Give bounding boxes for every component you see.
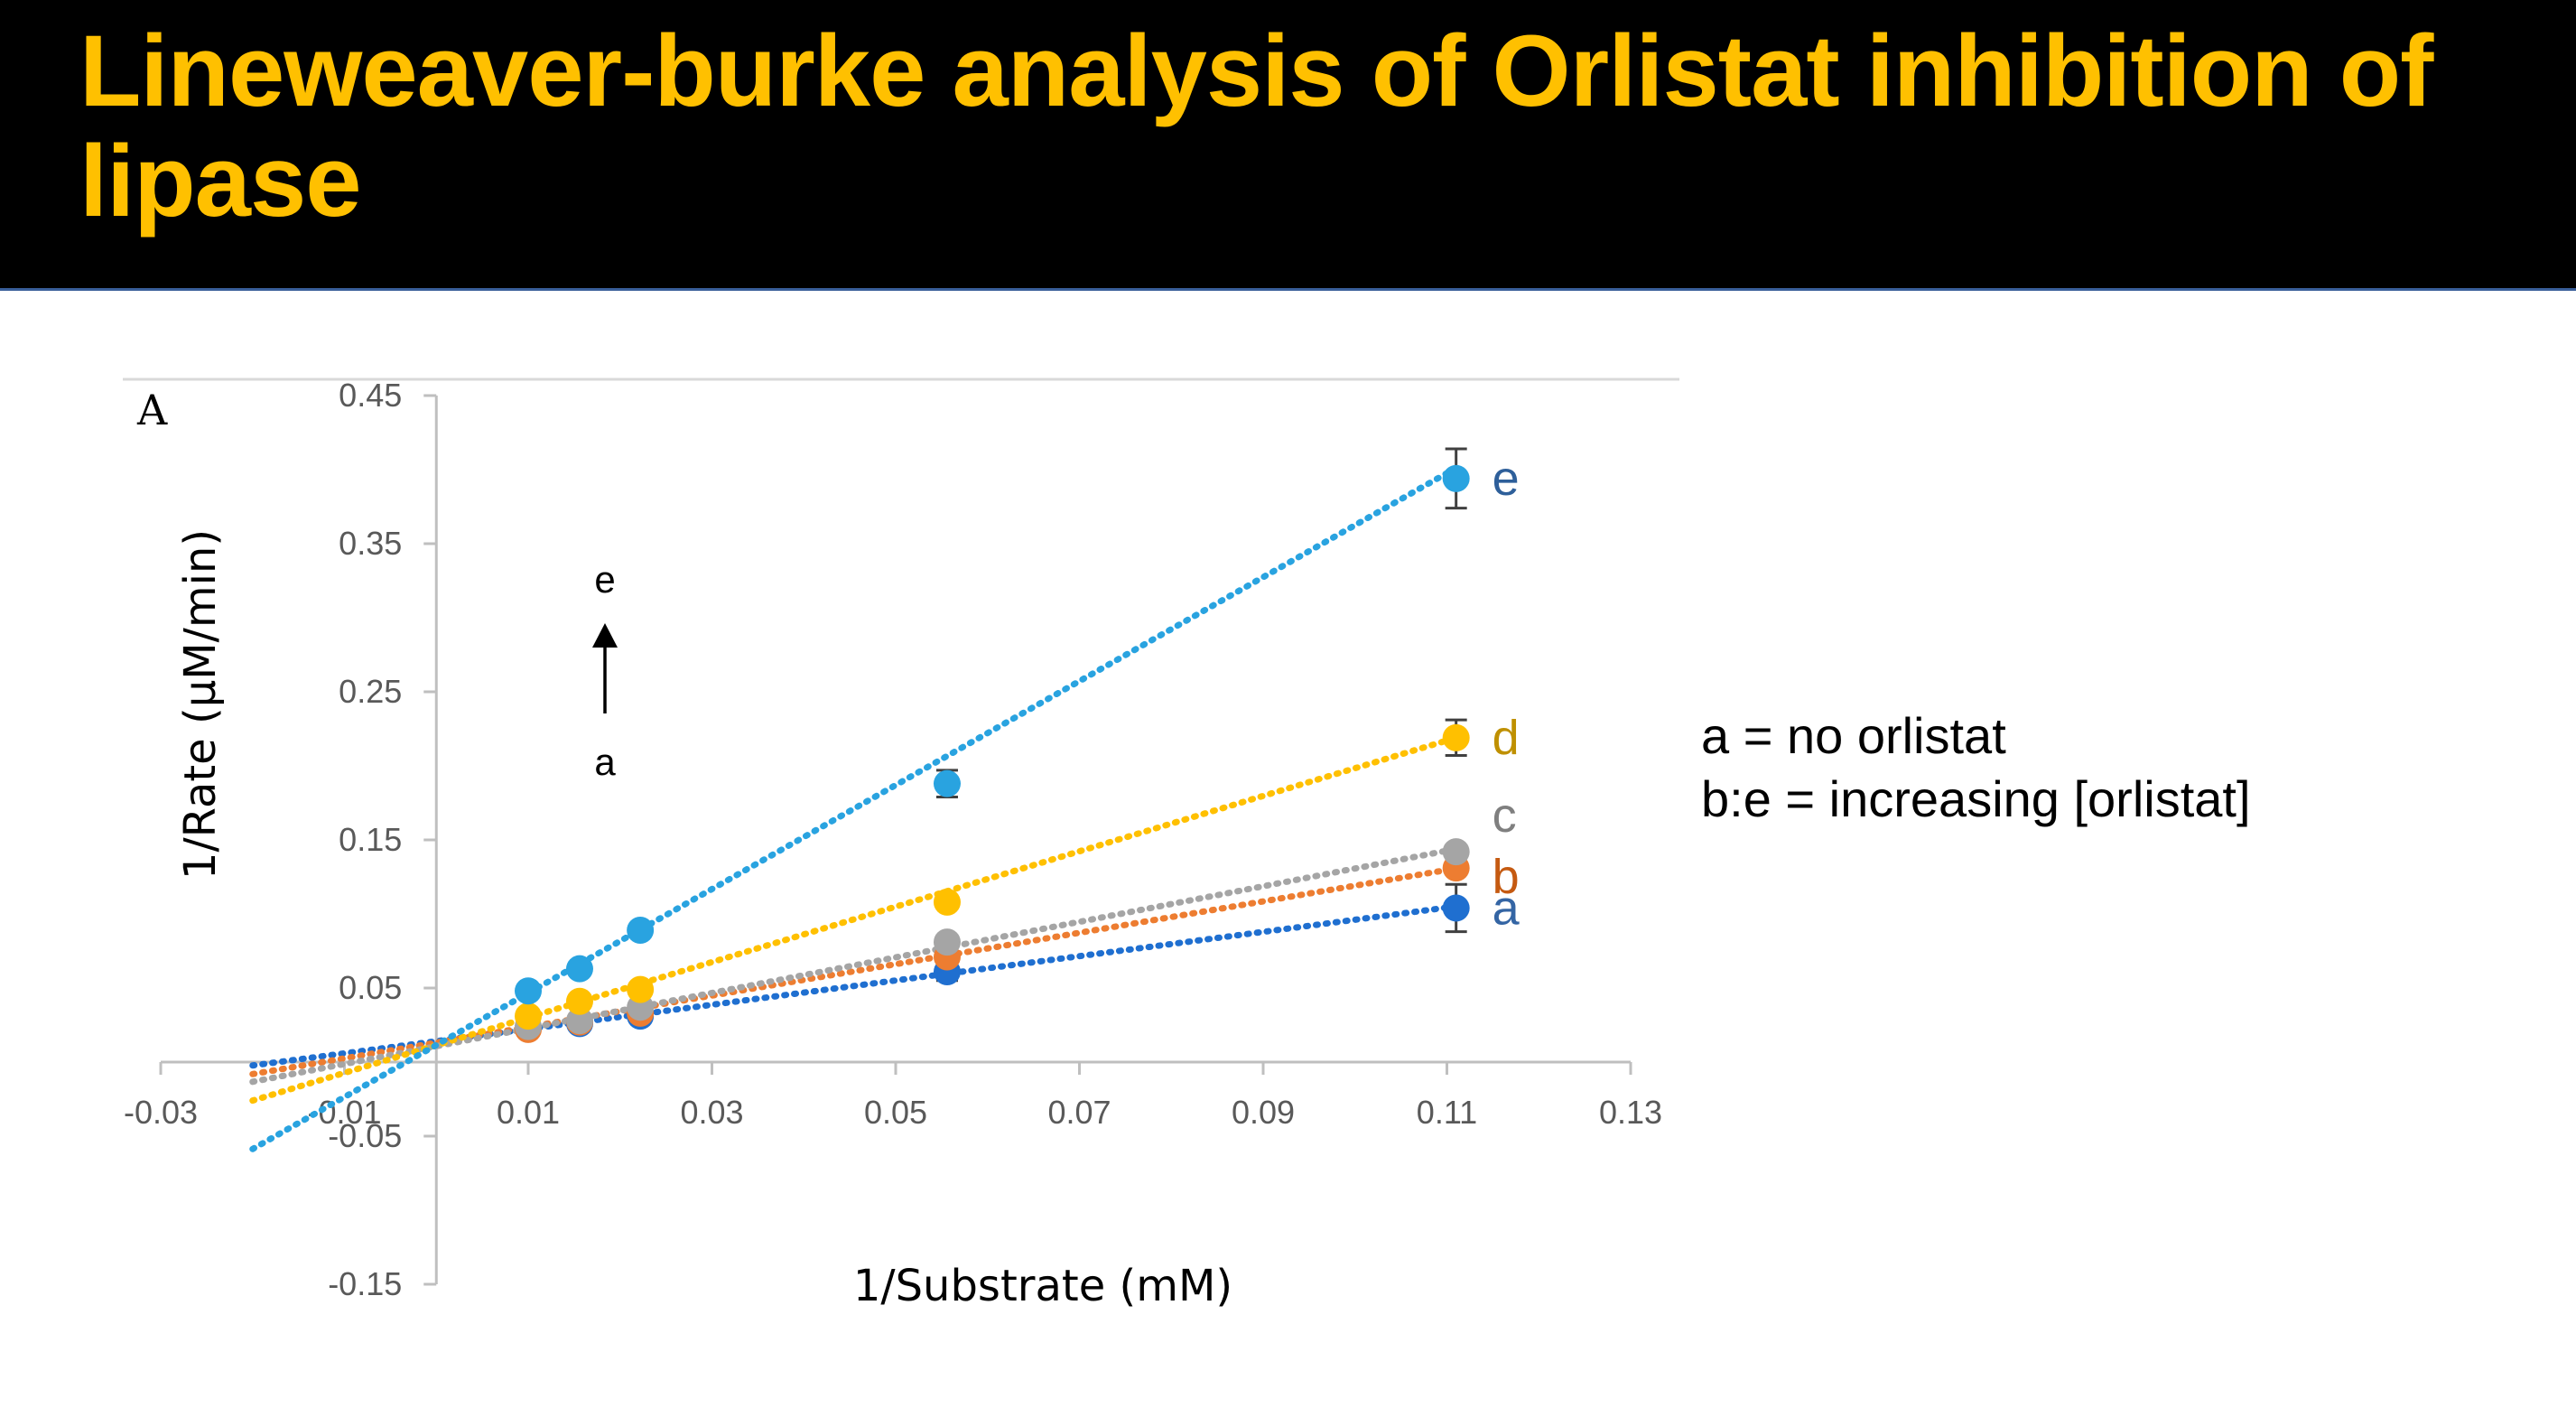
title-bar: Lineweaver-burke analysis of Orlistat in… [0, 0, 2576, 291]
x-tick-label: 0.01 [497, 1094, 560, 1131]
data-point-c [933, 928, 961, 956]
trendline-e [249, 464, 1460, 1152]
data-point-d [565, 987, 593, 1015]
legend-note-be: b:e = increasing [orlistat] [1701, 770, 2251, 827]
data-point-e [565, 955, 593, 983]
panel-label: A [136, 386, 168, 434]
series-label-a: a [1493, 881, 1520, 935]
x-tick-label: 0.13 [1599, 1094, 1662, 1131]
series-label-b: b [1493, 850, 1520, 904]
y-tick-label: 0.35 [339, 525, 402, 562]
x-axis-title: 1/Substrate (mM) [853, 1261, 1232, 1311]
arrow-label-bottom: a [594, 741, 616, 783]
x-tick-label: 0.09 [1232, 1094, 1295, 1131]
x-tick-label: 0.07 [1047, 1094, 1111, 1131]
data-point-d [1442, 723, 1470, 751]
x-tick-label: 0.03 [680, 1094, 743, 1131]
data-point-d [515, 1002, 542, 1030]
data-point-d [627, 975, 655, 1003]
data-point-e [1442, 464, 1470, 492]
data-point-c [565, 1007, 593, 1035]
trendline-a [249, 903, 1460, 1069]
x-tick-label: 0.11 [1417, 1094, 1477, 1131]
trendline-c [249, 845, 1460, 1086]
legend-note-a: a = no orlistat [1701, 707, 2006, 764]
series-label-c: c [1493, 788, 1517, 843]
data-point-e [933, 769, 961, 797]
y-tick-label: -0.15 [328, 1265, 402, 1302]
x-tick-label: 0.05 [864, 1094, 927, 1131]
trendline-d [249, 734, 1460, 1105]
series-label-e: e [1493, 452, 1520, 506]
y-axis-title: 1/Rate (μM/min) [175, 529, 226, 880]
y-tick-label: 0.05 [339, 969, 402, 1006]
series-label-d: d [1493, 711, 1520, 765]
slide-title: Lineweaver-burke analysis of Orlistat in… [79, 14, 2433, 238]
y-tick-label: 0.15 [339, 821, 402, 858]
data-point-e [627, 917, 655, 945]
data-point-c [1442, 838, 1470, 866]
y-tick-label: -0.05 [328, 1117, 402, 1154]
arrow-head-icon [592, 623, 618, 648]
data-point-d [933, 888, 961, 916]
y-tick-label: 0.45 [339, 377, 402, 414]
y-tick-label: 0.25 [339, 673, 402, 710]
x-tick-label: -0.03 [124, 1094, 198, 1131]
data-point-e [515, 977, 542, 1005]
data-point-a [1442, 894, 1470, 922]
x-tick-label: -0.01 [307, 1094, 381, 1131]
arrow-label-top: e [594, 558, 615, 601]
